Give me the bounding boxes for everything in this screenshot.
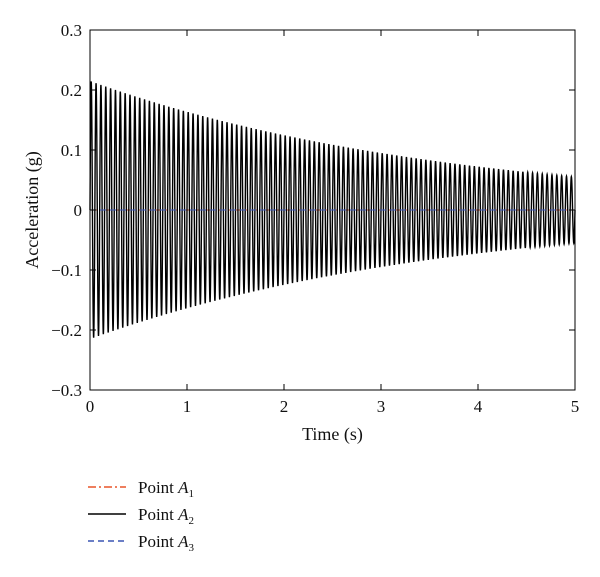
x-tick-label: 3 xyxy=(377,397,386,416)
x-tick-label: 1 xyxy=(183,397,192,416)
y-tick-label: 0.1 xyxy=(61,141,82,160)
y-tick-label: 0.3 xyxy=(61,21,82,40)
plot-area xyxy=(89,81,576,338)
y-tick-label: −0.3 xyxy=(51,381,82,400)
y-tick-label: 0 xyxy=(74,201,83,220)
y-axis-label: Acceleration (g) xyxy=(22,151,43,268)
legend: Point A1 Point A2 Point A3 xyxy=(88,478,195,554)
y-tick-label: −0.1 xyxy=(51,261,82,280)
legend-label: Point A1 xyxy=(138,478,194,500)
x-tick-label: 5 xyxy=(571,397,580,416)
legend-label: Point A3 xyxy=(138,532,195,554)
x-tick-label: 0 xyxy=(86,397,95,416)
x-tick-label: 2 xyxy=(280,397,289,416)
x-axis-label: Time (s) xyxy=(302,424,363,445)
legend-label: Point A2 xyxy=(138,505,194,527)
axis-ticks: 0 1 2 3 4 5 −0.3 −0.2 −0.1 0 0.1 0.2 0.3 xyxy=(51,21,579,416)
y-tick-label: 0.2 xyxy=(61,81,82,100)
x-tick-label: 4 xyxy=(474,397,483,416)
y-tick-label: −0.2 xyxy=(51,321,82,340)
